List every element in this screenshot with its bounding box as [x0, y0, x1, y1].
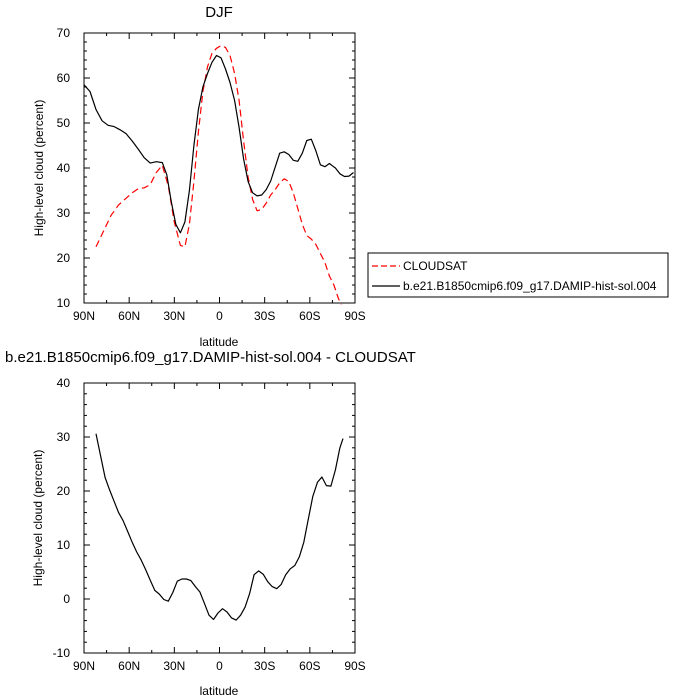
chart1-ytick-label: 20 [57, 251, 71, 265]
chart1-ytick-label: 40 [57, 161, 71, 175]
chart2-ytick-label: 40 [57, 376, 71, 390]
chart2-xtick-label: 60N [118, 659, 140, 673]
chart1-ytick-label: 50 [57, 116, 71, 130]
chart2-ytick-label: 0 [63, 592, 70, 606]
legend-box [367, 252, 669, 298]
chart1-title: DJF [205, 4, 233, 21]
chart1-xtick-label: 30N [163, 309, 185, 323]
chart1-plot-frame [83, 32, 356, 304]
chart2-series-line-0 [95, 433, 344, 621]
chart1-xtick-label: 60S [299, 309, 320, 323]
panel-top: DJF High-level cloud (percent) latitude … [32, 4, 366, 349]
chart1-series-line-0 [95, 44, 342, 305]
chart2-xlabel: latitude [200, 684, 239, 698]
chart2-ytick-label: -10 [53, 646, 71, 660]
chart2-ylabel: High-level cloud (percent) [31, 450, 45, 587]
chart2-xtick-label: 90N [73, 659, 95, 673]
legend-label-cloudsat: CLOUDSAT [403, 259, 468, 273]
chart1-ylabel: High-level cloud (percent) [32, 100, 46, 237]
panel-bottom: b.e21.B1850cmip6.f09_g17.DAMIP-hist-sol.… [5, 349, 416, 698]
chart2-title: b.e21.B1850cmip6.f09_g17.DAMIP-hist-sol.… [5, 349, 416, 366]
chart2-ytick-label: 10 [57, 538, 71, 552]
chart1-xtick-label: 30S [254, 309, 275, 323]
chart2-ytick-label: 30 [57, 430, 71, 444]
chart1-xtick-label: 90N [73, 309, 95, 323]
chart2-ytick-label: 20 [57, 484, 71, 498]
chart1-ytick-label: 60 [57, 71, 71, 85]
chart1-xtick-label: 0 [216, 309, 223, 323]
chart1-ytick-label: 70 [57, 26, 71, 40]
legend-label-model: b.e21.B1850cmip6.f09_g17.DAMIP-hist-sol.… [403, 279, 657, 293]
chart2-plot-frame [83, 382, 356, 654]
chart2-xtick-label: 30N [163, 659, 185, 673]
chart2-xtick-label: 30S [254, 659, 275, 673]
chart1-ytick-label: 10 [57, 296, 71, 310]
chart1-xtick-label: 90S [344, 309, 365, 323]
chart1-xtick-label: 60N [118, 309, 140, 323]
chart1-xlabel: latitude [200, 335, 239, 349]
legend: CLOUDSAT b.e21.B1850cmip6.f09_g17.DAMIP-… [367, 252, 669, 298]
chart2-xtick-label: 0 [216, 659, 223, 673]
chart2-xtick-label: 90S [344, 659, 365, 673]
chart2-xtick-label: 60S [299, 659, 320, 673]
chart1-ytick-label: 30 [57, 206, 71, 220]
chart1-series-line-1 [83, 54, 354, 234]
